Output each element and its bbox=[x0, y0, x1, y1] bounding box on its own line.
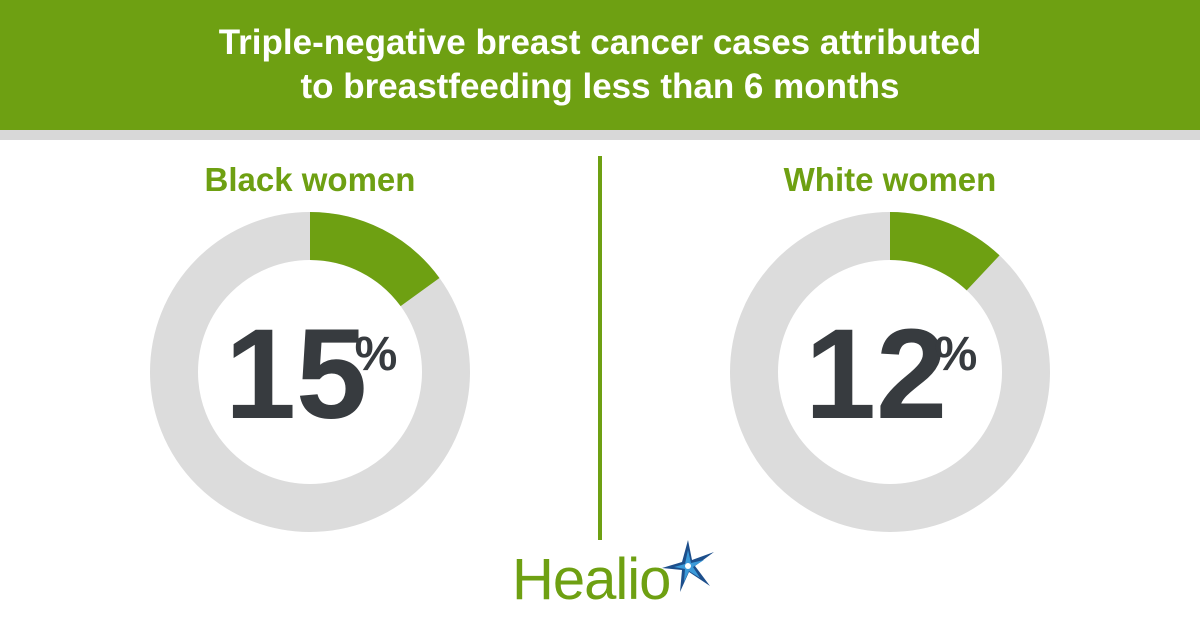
percent-sign-white-women: % bbox=[935, 328, 978, 381]
banner-divider bbox=[0, 130, 1200, 140]
donut-segment-white-women bbox=[889, 212, 1000, 291]
donut-chart-black-women: 15 % bbox=[150, 212, 470, 532]
value-text-black-women: 15 bbox=[225, 303, 367, 446]
center-divider bbox=[598, 156, 602, 540]
header-banner: Triple-negative breast cancer cases attr… bbox=[0, 0, 1200, 130]
brand-name: Healio bbox=[512, 547, 671, 612]
white-women-donut: 12 % bbox=[730, 212, 1050, 532]
healio-logo: Healio bbox=[512, 536, 722, 616]
donut-chart-white-women: 12 % bbox=[730, 212, 1050, 532]
value-text-white-women: 12 bbox=[805, 303, 947, 446]
title-line-1: Triple-negative breast cancer cases attr… bbox=[218, 23, 982, 62]
white-women-label: White women bbox=[783, 161, 997, 198]
star-burst-icon bbox=[662, 540, 714, 592]
title-line-2: to breastfeeding less than 6 months bbox=[300, 67, 900, 106]
donut-segment-black-women bbox=[309, 212, 440, 307]
black-women-donut: 15 % bbox=[150, 212, 470, 532]
black-women-label: Black women bbox=[204, 161, 416, 198]
percent-sign-black-women: % bbox=[355, 328, 398, 381]
